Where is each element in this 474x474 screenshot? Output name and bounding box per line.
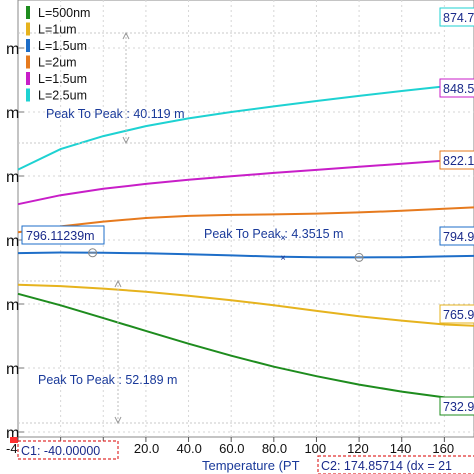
annotations: Peak To Peak : 40.119 m Peak To Peak : 4.…	[38, 107, 343, 387]
value-box	[439, 150, 474, 170]
x-tick-label: 120	[347, 441, 369, 456]
series-line-4	[17, 157, 474, 206]
x-tick-label: 140	[390, 441, 412, 456]
value-box-label: 874.7	[443, 11, 474, 25]
legend-label: L=1.5um	[38, 72, 87, 86]
value-box	[439, 304, 474, 324]
peak-markers: ˟˟	[18, 31, 440, 425]
peak-to-peak-label: Peak To Peak : 52.189 m	[38, 373, 177, 387]
legend: L=500nm L=1um L=1.5um L=2um L=1.5um L=2.5um	[26, 6, 90, 103]
peak-mark-b: ˟	[281, 254, 286, 268]
series-lines	[17, 82, 474, 402]
legend-swatch	[26, 55, 30, 69]
legend-swatch	[26, 22, 30, 36]
peak-arrow-up	[122, 31, 130, 40]
series-line-3	[17, 206, 474, 234]
cursor-c1-label[interactable]: C1: -40.00000	[21, 444, 100, 458]
x-tick-label: 160	[432, 441, 454, 456]
peak-mark-a: ˟	[281, 234, 286, 248]
legend-label: L=2um	[38, 56, 77, 70]
cursor-c2-label[interactable]: C2: 174.85714 (dx = 21	[321, 459, 452, 473]
cursor-readouts[interactable]: C1: -40.00000 C2: 174.85714 (dx = 21	[17, 440, 474, 474]
value-box	[439, 7, 474, 27]
cursor-c1-box[interactable]	[17, 440, 119, 460]
x-axis-label: Temperature (PT	[202, 458, 300, 473]
legend-swatch	[26, 39, 30, 52]
cursor-c2-box[interactable]	[317, 455, 474, 474]
y-tick-label: m	[6, 233, 19, 250]
peak-arrow-down	[122, 136, 130, 145]
axis-corner-marker	[10, 437, 18, 443]
x-tick-label: 20.0	[134, 441, 159, 456]
legend-swatch	[26, 72, 30, 85]
value-box-label: 822.1	[443, 154, 474, 168]
y-tick-label: m	[6, 41, 19, 58]
y-tick-label: m	[6, 297, 19, 314]
value-box-label: 732.9	[443, 400, 474, 414]
value-box-label: 794.9	[443, 230, 474, 244]
series-line-5	[17, 82, 474, 171]
start-value-label: 796.11239m	[26, 229, 95, 243]
value-boxes: 874.7 848.5 822.1 794.9 765.9 732.9 796.11239m	[21, 7, 474, 416]
value-box	[439, 396, 474, 416]
start-value-box	[21, 225, 105, 245]
legend-label: L=1.5um	[38, 39, 87, 53]
series-line-0	[17, 292, 474, 402]
value-box-label: 765.9	[443, 308, 474, 322]
peak-to-peak-label: Peak To Peak : 4.3515 m	[204, 227, 343, 241]
value-box	[439, 78, 474, 98]
plot-area	[17, 0, 474, 438]
peak-arrow-up	[114, 279, 122, 288]
y-tick-label: m	[6, 361, 19, 378]
peak-arrow-down	[114, 416, 122, 425]
legend-label: L=2.5um	[38, 89, 87, 103]
series-line-1	[17, 283, 474, 327]
legend-swatch	[26, 6, 30, 19]
x-tick-label: 40.0	[177, 441, 202, 456]
y-tick-label: m	[6, 105, 19, 122]
peak-to-peak-label: Peak To Peak : 40.119 m	[46, 107, 185, 121]
y-tick-label: m	[6, 169, 19, 186]
legend-swatch	[26, 88, 30, 102]
value-box-label: 848.5	[443, 82, 474, 96]
x-tick-label: 100	[304, 441, 326, 456]
legend-label: L=500nm	[38, 6, 90, 20]
x-tick-label: 60.0	[219, 441, 244, 456]
x-tick-label: 80.0	[262, 441, 287, 456]
value-box	[439, 226, 474, 246]
legend-label: L=1um	[38, 23, 77, 37]
